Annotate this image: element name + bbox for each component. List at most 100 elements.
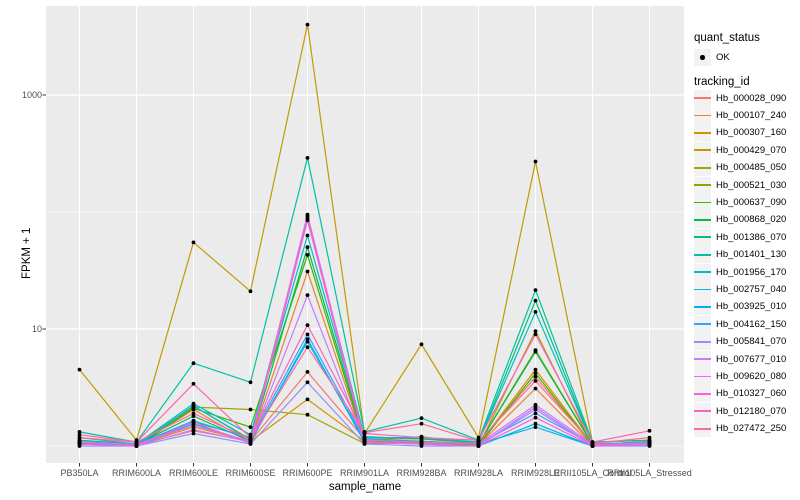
data-point xyxy=(305,412,310,417)
legend-item-label: Hb_000637_090 xyxy=(716,196,787,208)
x-tick-label: RRIM600LA xyxy=(111,468,162,478)
data-point xyxy=(533,402,538,407)
data-point xyxy=(533,421,538,426)
legend-line-swatch xyxy=(694,236,711,239)
legend-line-swatch xyxy=(694,166,711,169)
legend-line-swatch xyxy=(694,201,711,204)
data-point xyxy=(305,345,310,349)
legend-key-box xyxy=(694,193,711,211)
legend-line-swatch xyxy=(694,114,711,117)
legend-item-label: Hb_000107_240 xyxy=(716,109,787,121)
legend-item-label: Hb_005841_070 xyxy=(716,336,787,348)
data-point xyxy=(77,435,82,440)
data-point xyxy=(533,371,538,375)
legend-item: Hb_002757_040 xyxy=(694,280,787,298)
data-point xyxy=(77,367,82,372)
data-point xyxy=(305,323,310,327)
data-point xyxy=(248,432,253,437)
data-point xyxy=(248,380,253,385)
legend-item-label: Hb_007677_010 xyxy=(716,353,787,365)
data-point xyxy=(305,269,310,274)
x-tick-label: RRIM600LE xyxy=(168,468,219,478)
x-tick-label: RRIM901LA xyxy=(339,468,390,478)
data-point xyxy=(134,444,139,448)
data-point xyxy=(191,420,196,424)
data-point xyxy=(533,298,538,303)
data-point xyxy=(77,430,82,434)
legend-key-box xyxy=(694,420,711,438)
y-tick-label: 1000 xyxy=(21,89,42,100)
legend-key-box xyxy=(694,315,711,333)
data-point xyxy=(362,440,367,444)
legend-key-box xyxy=(694,49,711,66)
legend-item-label: Hb_000521_030 xyxy=(716,179,787,191)
data-point xyxy=(191,431,196,436)
legend-key-box xyxy=(694,350,711,368)
legend-key-box xyxy=(694,298,711,316)
legend-item-label: OK xyxy=(716,52,730,63)
data-point xyxy=(191,427,196,432)
legend-item: Hb_000637_090 xyxy=(694,193,787,211)
data-point xyxy=(305,293,310,297)
legend-line-swatch xyxy=(694,184,711,187)
legend-item-label: Hb_002757_040 xyxy=(716,283,787,295)
x-tick-label: RRIM600PE xyxy=(282,468,333,478)
legend-key-box xyxy=(694,385,711,403)
data-point xyxy=(533,386,538,391)
legend-key-box xyxy=(694,228,711,246)
legend-item-label: Hb_000429_070 xyxy=(716,144,787,156)
data-point xyxy=(305,218,310,223)
data-point xyxy=(191,381,196,386)
legend-item: Hb_005841_070 xyxy=(694,333,787,351)
legend-line-swatch xyxy=(694,427,711,430)
data-point xyxy=(305,337,310,341)
data-point xyxy=(419,342,424,347)
data-point xyxy=(305,156,310,160)
point-marker-icon xyxy=(700,55,705,60)
data-point xyxy=(533,332,538,337)
legend-item-label: Hb_010327_060 xyxy=(716,388,787,400)
legend-item: Hb_000429_070 xyxy=(694,141,787,159)
legend-item: Hb_009620_080 xyxy=(694,367,786,385)
data-point xyxy=(419,421,424,426)
legend-line-swatch xyxy=(694,132,711,134)
legend-line-swatch xyxy=(694,253,711,256)
data-point xyxy=(191,361,196,366)
data-point xyxy=(305,253,310,257)
data-point xyxy=(533,329,538,333)
legend-line-swatch xyxy=(694,306,711,308)
legend-item: Hb_000868_020 xyxy=(694,211,786,229)
data-point xyxy=(476,435,481,440)
data-point xyxy=(590,441,595,446)
x-tick-label: RRIM600SE xyxy=(225,468,276,478)
data-point xyxy=(305,332,310,337)
data-point xyxy=(134,440,139,444)
legend-key-box xyxy=(694,141,711,159)
legend-key-box xyxy=(694,246,711,264)
legend-line-swatch xyxy=(694,288,711,291)
data-point xyxy=(248,437,253,442)
data-point xyxy=(533,159,538,164)
legend-key-box xyxy=(694,159,711,177)
data-point xyxy=(533,310,538,314)
legend-item: Hb_000028_090 xyxy=(694,89,786,107)
data-point xyxy=(248,441,253,446)
data-point xyxy=(533,425,538,429)
legend-line-swatch xyxy=(694,323,711,326)
legend-key-box xyxy=(694,280,711,298)
x-tick-label: RRIM928LA xyxy=(453,468,504,478)
legend-line-swatch xyxy=(694,358,711,361)
data-point xyxy=(191,404,196,408)
data-point xyxy=(248,425,253,429)
legend-key-box xyxy=(694,211,711,229)
data-point xyxy=(533,407,538,412)
data-point xyxy=(305,380,310,385)
data-point xyxy=(419,442,424,446)
legend-key-box xyxy=(694,367,711,385)
legend-item: Hb_010327_060 xyxy=(694,385,787,403)
legend-item-label: Hb_000307_160 xyxy=(716,127,787,139)
legend-key-box xyxy=(694,402,711,420)
data-point xyxy=(533,411,538,416)
legend-item-label: Hb_003925_010 xyxy=(716,301,787,313)
legend-item: Hb_012180_070 xyxy=(694,402,786,420)
